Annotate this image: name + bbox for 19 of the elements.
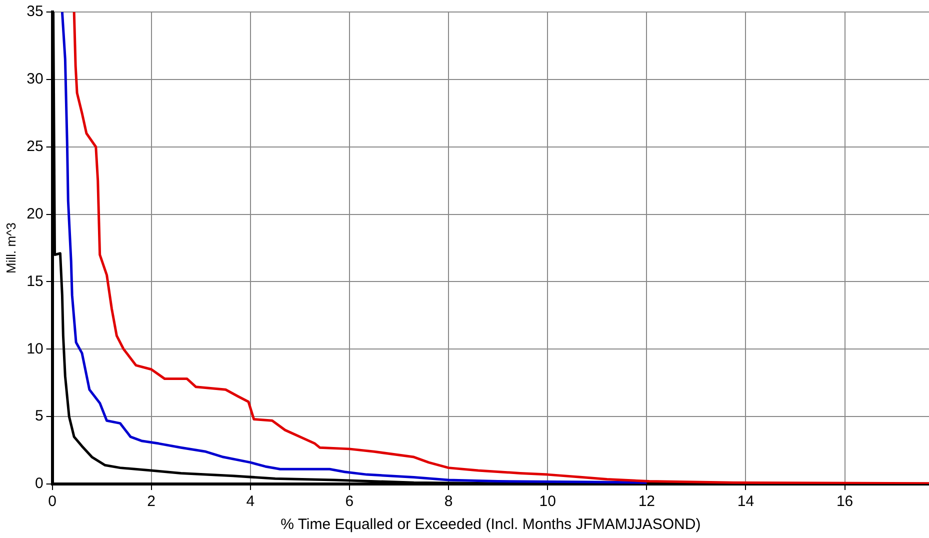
x-axis-title: % Time Equalled or Exceeded (Incl. Months JFMAMJJASOND) <box>280 516 701 534</box>
y-axis-title: Mill. m^3 <box>3 222 18 274</box>
y-tick-label: 20 <box>26 205 44 222</box>
y-tick-label: 30 <box>26 70 44 88</box>
x-tick-label: 14 <box>737 493 754 510</box>
x-tick-label: 12 <box>638 493 656 510</box>
y-tick-label: 25 <box>26 138 44 155</box>
x-tick-label: 4 <box>246 493 255 510</box>
x-tick-label: 2 <box>147 493 156 510</box>
y-tick-label: 15 <box>26 272 44 290</box>
y-tick-label: 0 <box>34 475 44 492</box>
x-tick-label: 10 <box>539 493 556 510</box>
x-tick-label: 0 <box>48 493 56 510</box>
y-tick-label: 35 <box>26 3 44 20</box>
x-tick-label: 6 <box>345 493 354 510</box>
y-tick-label: 10 <box>26 340 44 358</box>
y-tick-label: 5 <box>34 408 44 425</box>
x-tick-label: 16 <box>836 493 854 510</box>
x-tick-label: 8 <box>444 493 453 510</box>
